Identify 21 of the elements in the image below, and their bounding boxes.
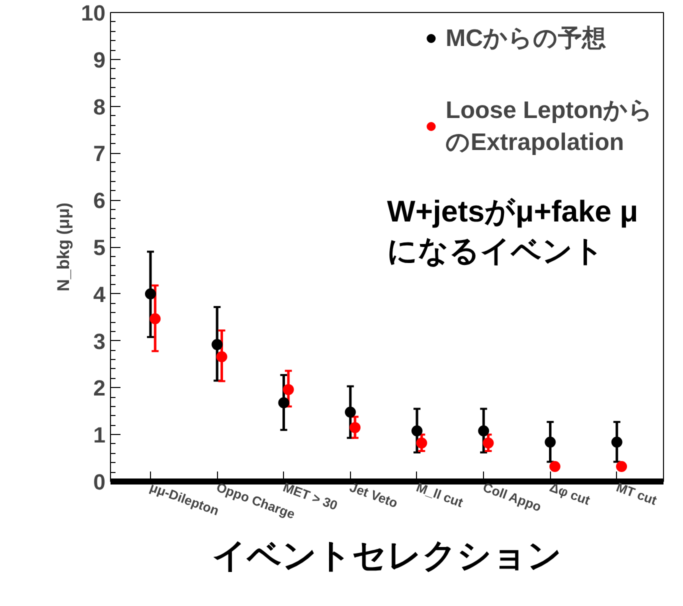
y-tick-label: 7: [93, 141, 106, 166]
y-axis-title: N_bkg (μμ): [54, 202, 74, 292]
y-tick-label: 5: [93, 235, 106, 260]
y-tick-label: 2: [93, 376, 106, 401]
y-tick-label: 3: [93, 328, 106, 354]
x-tick-label: M_ll cut: [414, 479, 466, 510]
x-tick-label: Δφ cut: [548, 479, 593, 508]
y-tick-label: 6: [93, 188, 106, 214]
y-tick-label: 1: [93, 422, 106, 448]
legend-label: MCからの予想: [446, 24, 606, 54]
x-tick-label: Jet Veto: [348, 479, 400, 511]
y-tick-label: 4: [93, 282, 106, 307]
x-tick-label: Coll Appo: [481, 479, 544, 514]
x-axis-title: イベントセレクション: [212, 536, 562, 575]
x-tick-label: MT cut: [614, 479, 660, 508]
y-tick-label: 10: [81, 0, 106, 26]
annotation: W+jetsがμ+fake μ になるイベント: [387, 196, 638, 268]
legend-label: Loose LeptonからのExtrapolation: [446, 96, 653, 158]
y-tick-label: 0: [93, 470, 106, 494]
y-tick-label: 8: [93, 94, 106, 120]
y-tick-label: 9: [93, 47, 106, 72]
